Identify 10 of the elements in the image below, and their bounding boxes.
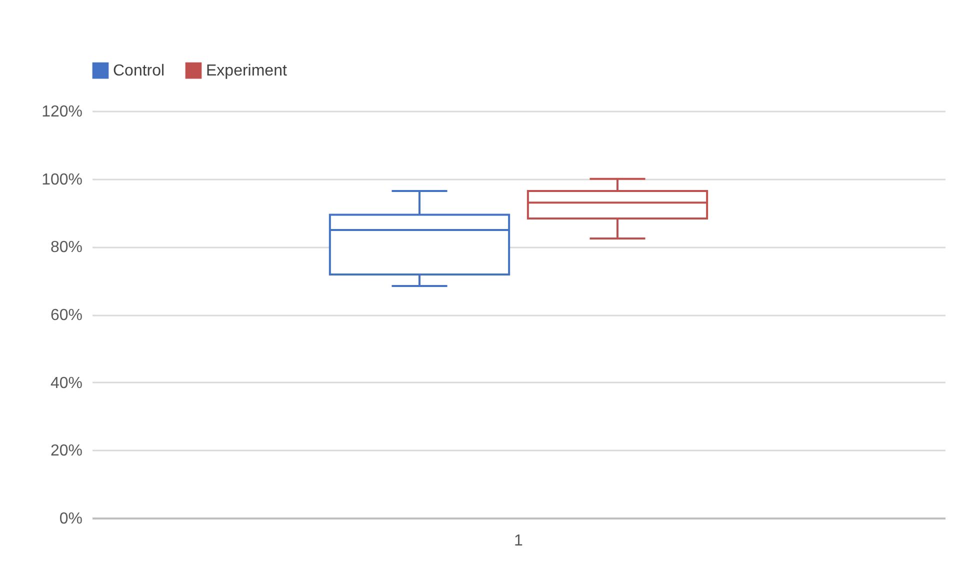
y-tick-label: 60% — [50, 307, 82, 324]
y-tick-label: 120% — [42, 104, 82, 120]
y-tick-label: 100% — [42, 171, 82, 188]
y-tick-label: 0% — [59, 510, 82, 528]
y-tick-label: 40% — [50, 374, 82, 392]
y-tick-label: 20% — [50, 442, 82, 460]
y-tick-label: 80% — [50, 239, 82, 256]
legend-label: Experiment — [206, 62, 288, 80]
x-tick-label: 1 — [514, 532, 524, 550]
legend-label: Control — [113, 62, 165, 80]
